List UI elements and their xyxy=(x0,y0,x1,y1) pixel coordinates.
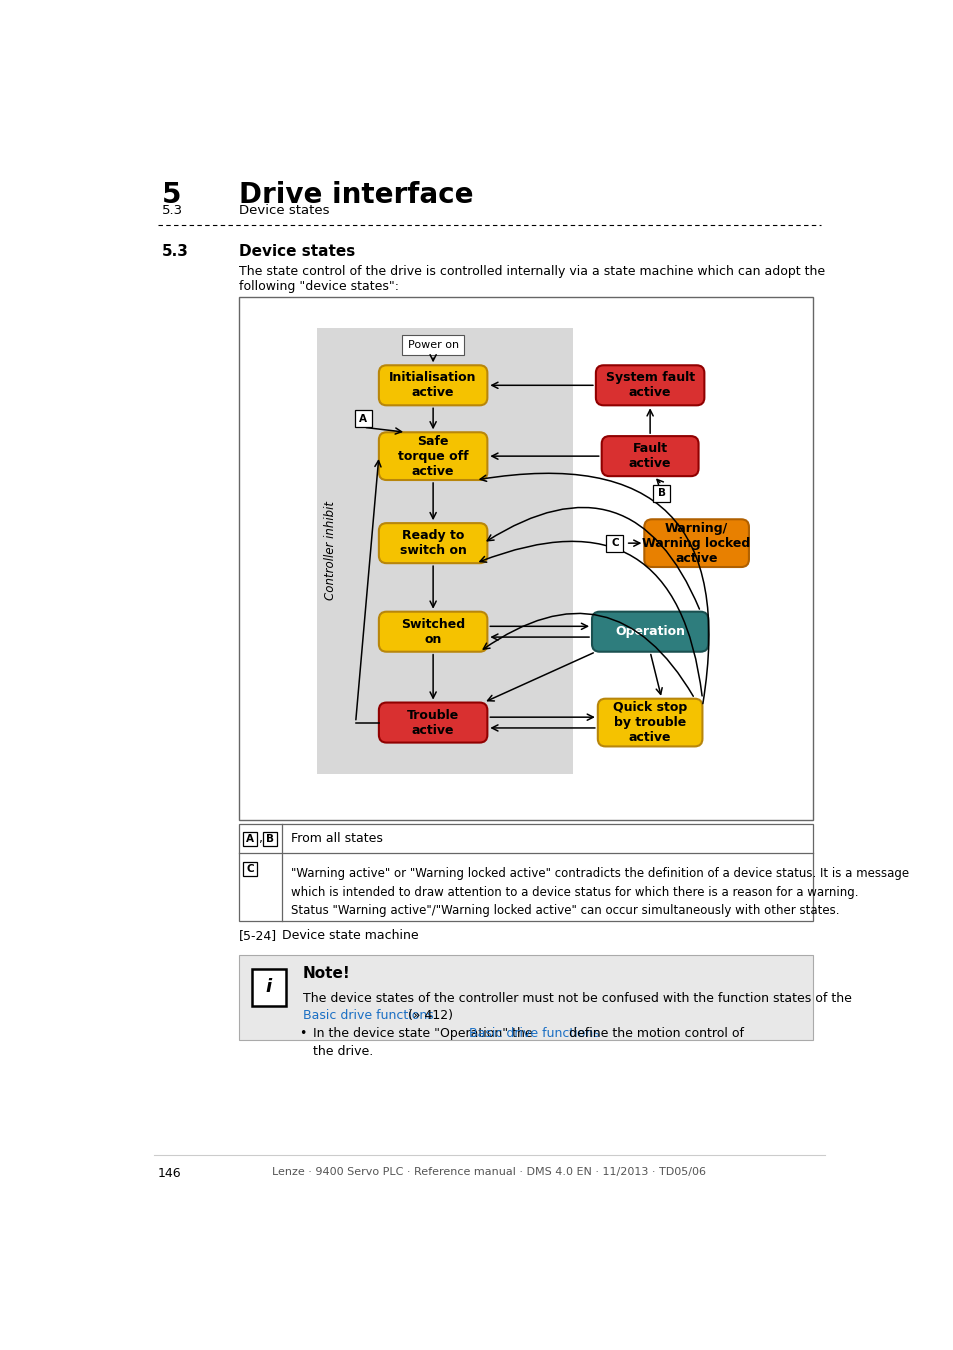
Text: A: A xyxy=(359,414,367,424)
Text: Basic drive functions.: Basic drive functions. xyxy=(303,1008,437,1022)
Text: Power on: Power on xyxy=(407,340,458,350)
Bar xyxy=(239,954,812,1040)
Text: 5.3: 5.3 xyxy=(162,204,183,217)
Text: the drive.: the drive. xyxy=(313,1045,373,1058)
Bar xyxy=(606,535,622,552)
Text: Device state machine: Device state machine xyxy=(282,929,418,942)
Text: Warning/
Warning locked
active: Warning/ Warning locked active xyxy=(641,521,750,564)
Text: •: • xyxy=(298,1027,306,1041)
Text: "Warning active" or "Warning locked active" contradicts the definition of a devi: "Warning active" or "Warning locked acti… xyxy=(291,867,908,880)
Text: A: A xyxy=(246,834,253,844)
Text: following "device states":: following "device states": xyxy=(239,279,399,293)
Text: Controller inhibit: Controller inhibit xyxy=(323,501,336,601)
Text: Quick stop
by trouble
active: Quick stop by trouble active xyxy=(613,701,686,744)
Text: define the motion control of: define the motion control of xyxy=(565,1027,743,1041)
FancyBboxPatch shape xyxy=(643,520,748,567)
Text: Initialisation
active: Initialisation active xyxy=(389,371,476,400)
Bar xyxy=(316,328,572,774)
Text: B: B xyxy=(266,834,274,844)
Text: (» 412): (» 412) xyxy=(403,1008,452,1022)
Text: Fault
active: Fault active xyxy=(628,443,671,470)
Text: System fault
active: System fault active xyxy=(605,371,694,400)
Text: Trouble
active: Trouble active xyxy=(407,709,458,737)
Bar xyxy=(239,825,812,921)
Text: Operation: Operation xyxy=(615,625,684,639)
Bar xyxy=(402,335,464,355)
Text: which is intended to draw attention to a device status for which there is a reas: which is intended to draw attention to a… xyxy=(291,886,858,899)
Bar xyxy=(355,410,372,427)
Bar xyxy=(653,485,670,502)
FancyBboxPatch shape xyxy=(601,436,698,477)
Text: Status "Warning active"/"Warning locked active" can occur simultaneously with ot: Status "Warning active"/"Warning locked … xyxy=(291,904,839,917)
Bar xyxy=(243,832,257,845)
Text: In the device state "Operation" the: In the device state "Operation" the xyxy=(313,1027,536,1041)
Text: Lenze · 9400 Servo PLC · Reference manual · DMS 4.0 EN · 11/2013 · TD05/06: Lenze · 9400 Servo PLC · Reference manua… xyxy=(272,1166,705,1177)
Text: B: B xyxy=(657,489,665,498)
Text: [5-24]: [5-24] xyxy=(239,929,277,942)
Text: 5: 5 xyxy=(162,181,181,209)
FancyBboxPatch shape xyxy=(598,699,701,747)
Text: ,: , xyxy=(258,833,262,845)
FancyBboxPatch shape xyxy=(378,612,487,652)
Text: Ready to
switch on: Ready to switch on xyxy=(399,529,466,558)
Bar xyxy=(263,832,277,845)
FancyBboxPatch shape xyxy=(596,366,703,405)
FancyBboxPatch shape xyxy=(378,524,487,563)
Text: 146: 146 xyxy=(158,1166,181,1180)
Text: 5.3: 5.3 xyxy=(162,243,189,259)
FancyBboxPatch shape xyxy=(378,702,487,742)
Text: C: C xyxy=(611,539,618,548)
Text: From all states: From all states xyxy=(291,833,383,845)
Text: The device states of the controller must not be confused with the function state: The device states of the controller must… xyxy=(303,992,851,1004)
Text: Note!: Note! xyxy=(303,965,351,981)
FancyBboxPatch shape xyxy=(592,612,707,652)
Text: Safe
torque off
active: Safe torque off active xyxy=(397,435,468,478)
Text: Device states: Device states xyxy=(239,204,330,217)
FancyBboxPatch shape xyxy=(378,432,487,481)
Text: The state control of the drive is controlled internally via a state machine whic: The state control of the drive is contro… xyxy=(239,265,824,278)
FancyBboxPatch shape xyxy=(378,366,487,405)
Text: Switched
on: Switched on xyxy=(400,618,465,645)
Text: i: i xyxy=(266,979,272,996)
Text: Drive interface: Drive interface xyxy=(239,181,474,209)
Bar xyxy=(252,969,286,1006)
Text: C: C xyxy=(246,864,253,873)
Text: Basic drive functions: Basic drive functions xyxy=(469,1027,599,1041)
Bar xyxy=(243,861,257,876)
Bar xyxy=(239,297,812,821)
Text: Device states: Device states xyxy=(239,243,355,259)
